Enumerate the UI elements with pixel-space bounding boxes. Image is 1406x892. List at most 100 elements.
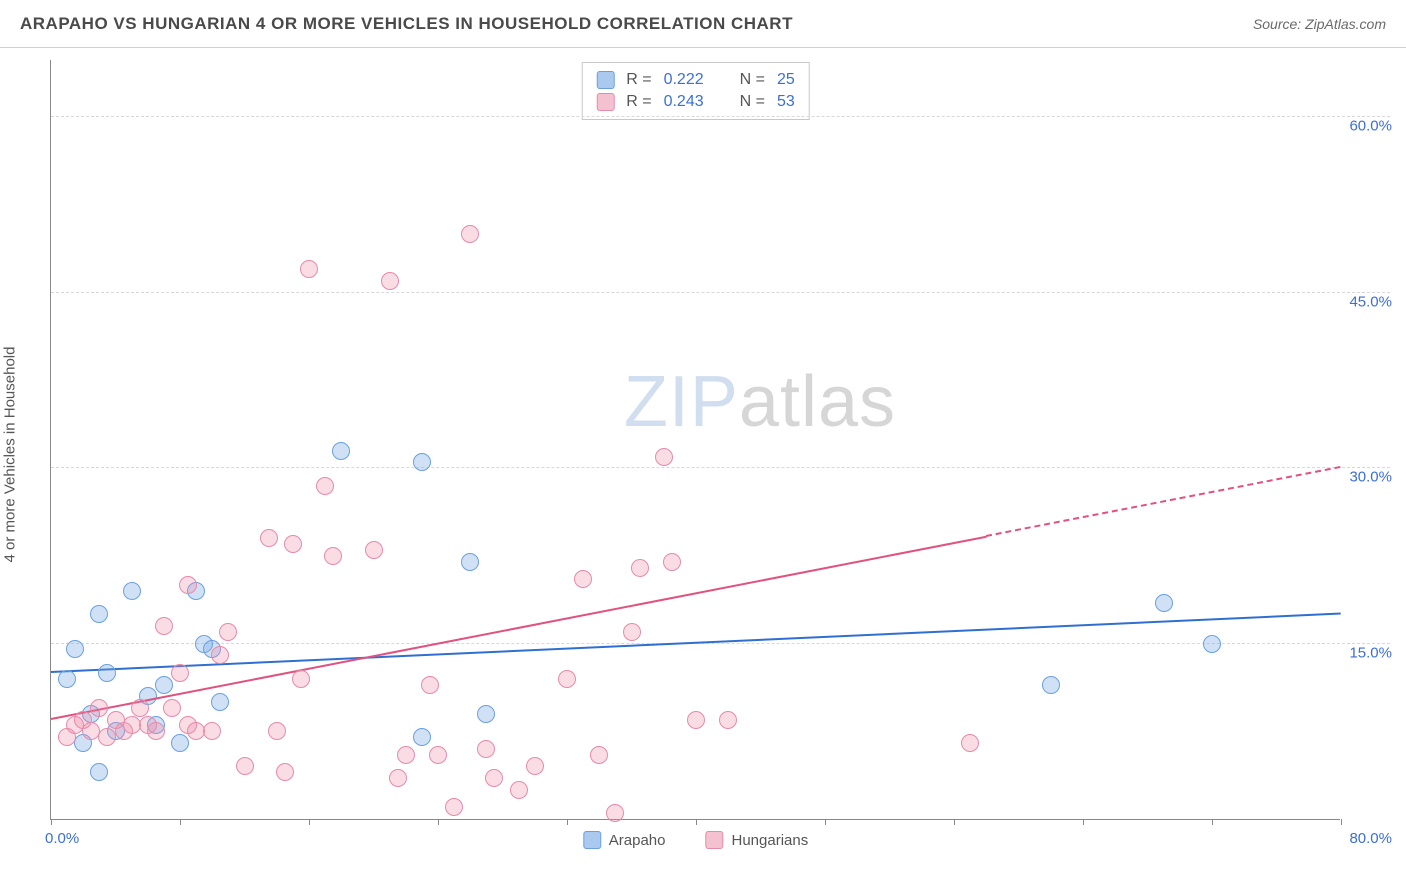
watermark: ZIPatlas — [624, 361, 896, 443]
legend-swatch — [706, 831, 724, 849]
data-point — [203, 722, 221, 740]
data-point — [90, 763, 108, 781]
data-point — [155, 676, 173, 694]
gridline — [51, 292, 1390, 293]
legend-swatch — [583, 831, 601, 849]
data-point — [332, 442, 350, 460]
data-point — [1203, 635, 1221, 653]
data-point — [236, 757, 254, 775]
legend-label: Arapaho — [609, 832, 666, 849]
data-point — [413, 453, 431, 471]
gridline — [51, 643, 1390, 644]
gridline — [51, 467, 1390, 468]
legend-item: Hungarians — [706, 831, 809, 849]
data-point — [58, 670, 76, 688]
data-point — [179, 576, 197, 594]
x-tick — [696, 819, 697, 825]
x-tick — [825, 819, 826, 825]
y-tick-label: 30.0% — [1349, 469, 1392, 486]
data-point — [461, 225, 479, 243]
data-point — [260, 529, 278, 547]
data-point — [365, 541, 383, 559]
data-point — [631, 559, 649, 577]
data-point — [316, 477, 334, 495]
watermark-atlas: atlas — [739, 362, 896, 442]
r-label: R = — [626, 71, 651, 89]
data-point — [171, 664, 189, 682]
data-point — [1155, 594, 1173, 612]
r-label: R = — [626, 93, 651, 111]
n-label: N = — [740, 93, 765, 111]
legend-swatch — [596, 71, 614, 89]
data-point — [131, 699, 149, 717]
x-tick — [1341, 819, 1342, 825]
stats-row: R = 0.222 N = 25 — [596, 69, 795, 91]
x-min-label: 0.0% — [45, 830, 79, 847]
data-point — [163, 699, 181, 717]
data-point — [606, 804, 624, 822]
data-point — [461, 553, 479, 571]
data-point — [211, 693, 229, 711]
data-point — [477, 705, 495, 723]
y-axis-label: 4 or more Vehicles in Household — [2, 347, 19, 563]
data-point — [413, 728, 431, 746]
trend-line — [51, 535, 987, 719]
data-point — [324, 547, 342, 565]
r-value: 0.222 — [664, 71, 704, 89]
data-point — [90, 605, 108, 623]
data-point — [655, 448, 673, 466]
data-point — [445, 798, 463, 816]
data-point — [171, 734, 189, 752]
data-point — [477, 740, 495, 758]
data-point — [155, 617, 173, 635]
stats-row: R = 0.243 N = 53 — [596, 91, 795, 113]
stats-legend: R = 0.222 N = 25 R = 0.243 N = 53 — [581, 62, 810, 120]
n-value: 25 — [777, 71, 795, 89]
data-point — [429, 746, 447, 764]
data-point — [590, 746, 608, 764]
data-point — [389, 769, 407, 787]
data-point — [526, 757, 544, 775]
x-tick — [309, 819, 310, 825]
data-point — [574, 570, 592, 588]
title-bar: ARAPAHO VS HUNGARIAN 4 OR MORE VEHICLES … — [0, 0, 1406, 48]
legend-item: Arapaho — [583, 831, 666, 849]
data-point — [90, 699, 108, 717]
data-point — [268, 722, 286, 740]
data-point — [381, 272, 399, 290]
data-point — [510, 781, 528, 799]
x-tick — [1212, 819, 1213, 825]
y-tick-label: 45.0% — [1349, 293, 1392, 310]
legend-swatch — [596, 93, 614, 111]
data-point — [98, 664, 116, 682]
data-point — [397, 746, 415, 764]
x-tick — [438, 819, 439, 825]
data-point — [292, 670, 310, 688]
data-point — [147, 722, 165, 740]
data-point — [558, 670, 576, 688]
gridline — [51, 116, 1390, 117]
data-point — [961, 734, 979, 752]
trend-line — [986, 466, 1341, 537]
data-point — [719, 711, 737, 729]
series-legend: Arapaho Hungarians — [583, 831, 808, 849]
x-tick — [180, 819, 181, 825]
x-tick — [567, 819, 568, 825]
x-tick — [1083, 819, 1084, 825]
data-point — [663, 553, 681, 571]
r-value: 0.243 — [664, 93, 704, 111]
y-tick-label: 15.0% — [1349, 644, 1392, 661]
data-point — [485, 769, 503, 787]
x-tick — [954, 819, 955, 825]
data-point — [66, 640, 84, 658]
data-point — [211, 646, 229, 664]
data-point — [284, 535, 302, 553]
x-max-label: 80.0% — [1349, 830, 1392, 847]
legend-label: Hungarians — [732, 832, 809, 849]
data-point — [219, 623, 237, 641]
x-tick — [51, 819, 52, 825]
n-label: N = — [740, 71, 765, 89]
n-value: 53 — [777, 93, 795, 111]
y-tick-label: 60.0% — [1349, 118, 1392, 135]
data-point — [687, 711, 705, 729]
